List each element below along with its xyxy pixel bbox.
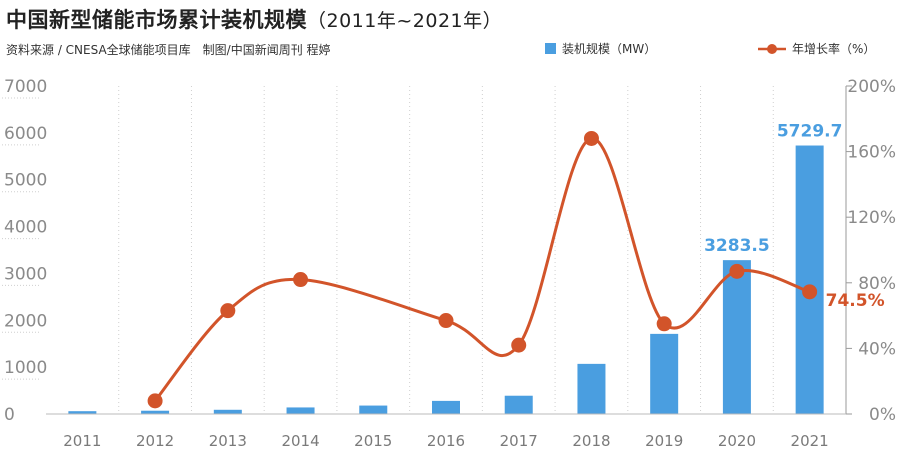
y-right-tick-label: 200% (847, 77, 896, 97)
x-tick-label: 2021 (791, 432, 829, 450)
y-right-tick-label: 40% (858, 339, 896, 359)
bar (504, 395, 533, 414)
y-left-tick-label: 0 (4, 405, 15, 425)
x-tick-label: 2019 (645, 432, 683, 450)
y-left-tick-label: 3000 (4, 264, 47, 284)
growth-rate-point (729, 263, 745, 279)
bar (577, 363, 606, 414)
growth-rate-point (656, 316, 672, 332)
y-left-tick-label: 2000 (4, 311, 47, 331)
bar (213, 409, 242, 414)
bar (359, 405, 388, 414)
bar (432, 400, 460, 414)
growth-rate-point (438, 313, 454, 329)
x-tick-label: 2020 (718, 432, 756, 450)
growth-rate-point (802, 284, 818, 300)
growth-rate-point (220, 303, 236, 319)
legend-bar: 装机规模（MW） (545, 40, 656, 57)
legend-line-swatch (758, 43, 786, 54)
x-tick-label: 2012 (136, 432, 174, 450)
chart-source: 资料来源 / CNESA全球储能项目库 制图/中国新闻周刊 程婷 (6, 43, 331, 57)
y-right-tick-label: 80% (858, 274, 896, 294)
chart-title: 中国新型储能市场累计装机规模（2011年~2021年） (6, 4, 502, 34)
line-value-label: 74.5% (826, 291, 885, 311)
chart-title-range: （2011年~2021年） (307, 10, 503, 32)
y-right-tick-label: 120% (847, 208, 896, 228)
x-tick-label: 2011 (63, 432, 101, 450)
bar-value-label: 5729.7 (777, 122, 843, 142)
legend-bar-swatch (545, 43, 556, 54)
bar (141, 410, 170, 414)
y-left-tick-label: 7000 (4, 77, 47, 97)
x-tick-label: 2014 (281, 432, 319, 450)
x-tick-label: 2018 (572, 432, 610, 450)
y-left-tick-label: 6000 (4, 124, 47, 144)
y-left-tick-label: 5000 (4, 171, 47, 191)
x-tick-label: 2016 (427, 432, 465, 450)
chart-title-main: 中国新型储能市场累计装机规模 (6, 8, 307, 32)
growth-rate-point (583, 130, 599, 146)
bar-value-label: 3283.5 (704, 236, 770, 256)
y-right-tick-label: 0% (869, 405, 896, 425)
bar (68, 411, 97, 414)
growth-rate-point (147, 393, 163, 409)
bar (286, 407, 315, 414)
growth-rate-point (293, 272, 309, 288)
growth-rate-line (153, 136, 811, 402)
x-tick-label: 2013 (209, 432, 247, 450)
bar (722, 260, 751, 414)
x-tick-label: 2017 (500, 432, 538, 450)
y-right-tick-label: 160% (847, 143, 896, 163)
legend-line-label: 年增长率（%） (792, 42, 876, 56)
bar (795, 145, 824, 414)
bar (650, 333, 679, 414)
legend-bar-label: 装机规模（MW） (562, 42, 657, 56)
y-left-tick-label: 4000 (4, 218, 47, 238)
y-left-tick-label: 1000 (4, 358, 47, 378)
growth-rate-point (511, 337, 527, 353)
legend-line: 年增长率（%） (758, 40, 875, 57)
x-tick-label: 2015 (354, 432, 392, 450)
